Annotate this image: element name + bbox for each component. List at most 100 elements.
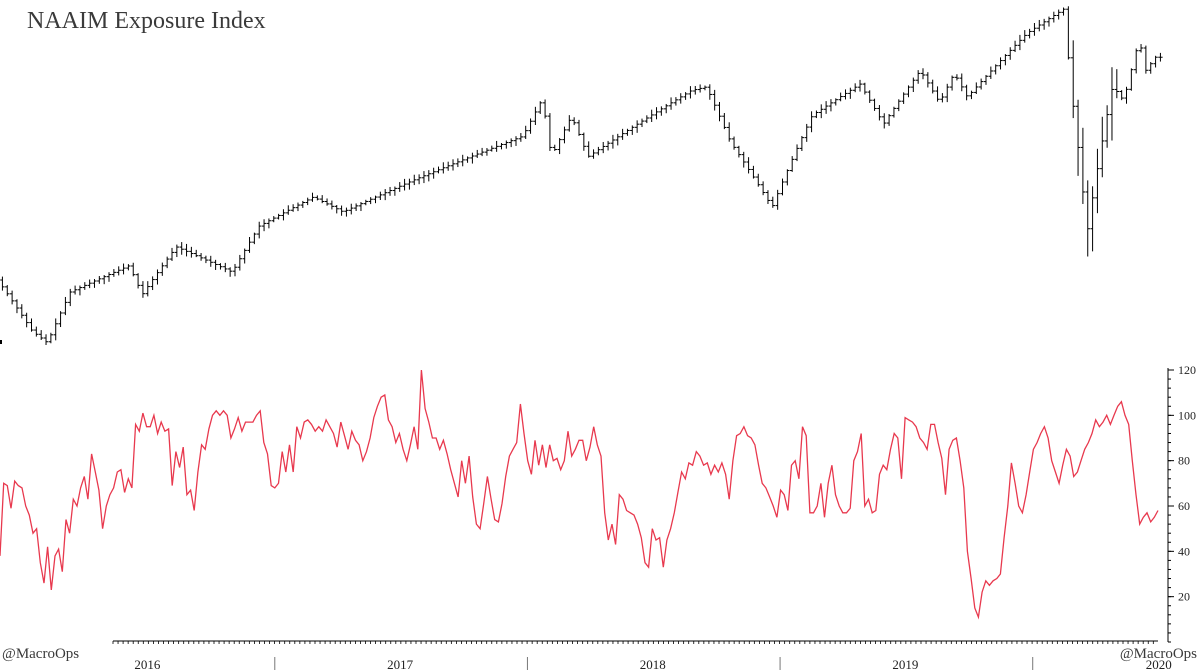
price-bar [489,145,494,152]
price-bar [19,304,25,319]
price-bar [634,120,640,133]
price-bar [397,182,402,192]
price-bar [930,79,935,94]
price-bar [974,82,979,95]
price-bar [823,101,829,114]
price-bar [964,84,969,101]
price-bar [664,103,669,114]
price-bar [508,138,514,148]
price-bar [237,254,243,271]
price-bar [363,199,369,206]
watermark-left: @MacroOps [2,646,80,662]
price-bar [1075,99,1081,176]
price-bar [751,165,756,179]
price-bar [533,106,538,126]
price-bar [731,136,737,150]
price-bar [1129,68,1134,91]
price-bar [799,135,805,152]
price-bar [683,92,688,100]
price-bar [412,174,417,186]
price-panel [0,6,1163,345]
price-bar [697,84,703,93]
price-bar [1148,62,1153,74]
price-bar [809,111,814,133]
price-bar [644,115,650,124]
price-bar [586,141,591,158]
price-bar [794,144,800,162]
price-bar [712,89,717,111]
price-bar [329,200,335,210]
price-bar [116,266,121,276]
price-bar [688,86,693,99]
price-bar [848,87,853,99]
price-bar [741,151,746,168]
y-tick-label: 120 [1178,363,1196,377]
price-bar [101,275,107,285]
x-tick-label: 2017 [387,657,414,672]
price-bar [218,263,223,270]
price-bar [43,334,49,345]
price-bar [290,204,296,212]
price-bar [1046,16,1052,27]
price-bar [625,128,630,136]
price-bar [14,299,20,314]
price-bar [1008,47,1013,60]
price-bar [833,98,838,106]
price-bar [547,113,553,151]
price-bar [1056,9,1061,20]
price-bar [872,98,877,111]
price-bar [1119,90,1124,101]
price-bar [654,107,659,120]
price-bar [145,281,150,297]
price-bar [601,141,606,154]
price-bar [494,140,499,152]
price-bar [421,171,427,184]
y-tick-label: 60 [1178,499,1190,513]
price-bar [97,276,102,284]
price-bar [257,221,262,239]
price-bar [382,189,388,201]
price-bar [184,243,189,257]
price-bar [431,167,436,179]
price-bars [0,6,1163,345]
price-bar [707,84,713,100]
price-bar [1071,40,1076,119]
price-bar [882,113,887,129]
price-bar [68,288,73,307]
y-tick-label: 20 [1178,590,1190,604]
price-bar [9,290,15,305]
price-bar [756,173,761,187]
price-bar [746,157,751,174]
price-bar [581,132,587,151]
price-bar [310,192,315,202]
price-bar [567,115,572,132]
price-bar [722,113,727,130]
price-bar [504,140,509,149]
price-bar [528,118,533,134]
price-bar [615,133,620,146]
price-bar [765,190,771,205]
price-bar [63,296,68,316]
price-bar [34,326,39,337]
watermark-right: @MacroOps [1119,646,1197,662]
price-bar [344,207,349,217]
price-bar [77,285,83,296]
price-bar [920,68,926,80]
y-tick-label: 40 [1178,544,1190,558]
price-bar [1022,30,1027,43]
price-bar [915,70,921,84]
price-bar [1061,7,1066,16]
price-bar [945,83,950,103]
price-bar [315,195,320,201]
price-bar [896,99,901,112]
price-bar [1051,11,1057,23]
price-bar [1037,19,1042,32]
price-bar [867,90,872,103]
price-bar [935,86,940,102]
price-bar [891,106,897,118]
price-bar [402,178,407,191]
price-bar [106,272,112,282]
x-tick-label: 2016 [134,657,161,672]
price-bar [58,311,63,328]
